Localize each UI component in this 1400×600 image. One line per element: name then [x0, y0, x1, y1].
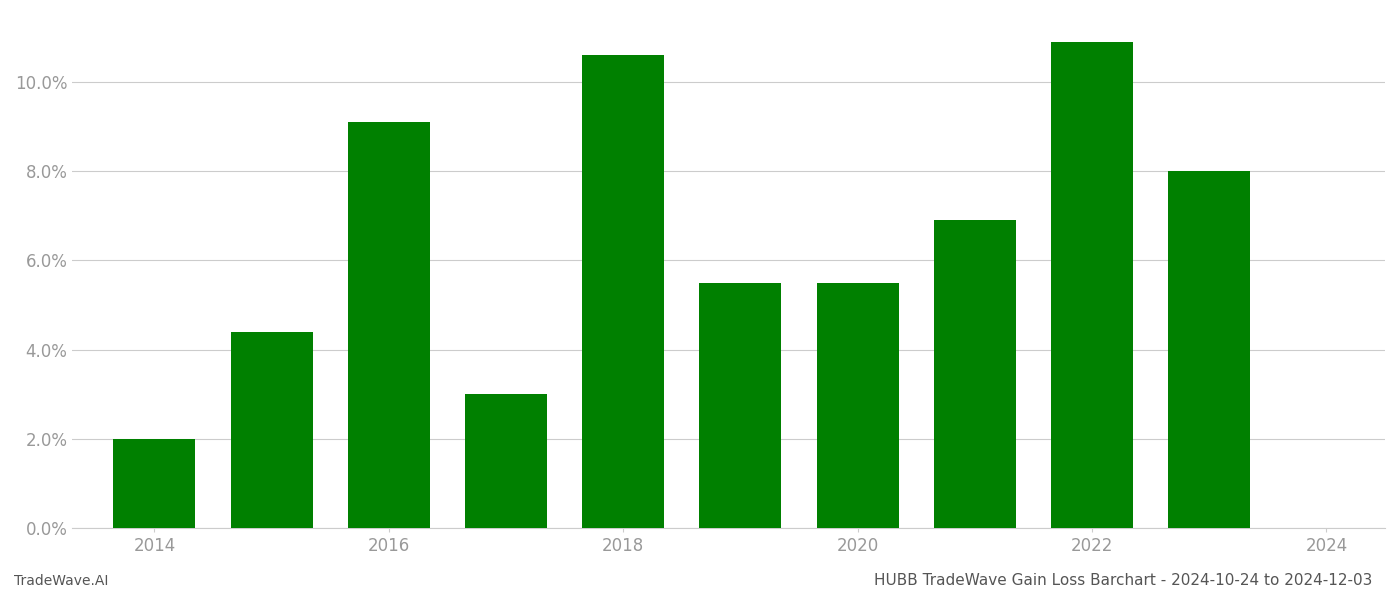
Bar — [231, 332, 312, 528]
Bar — [113, 439, 196, 528]
Bar — [934, 220, 1016, 528]
Bar — [1168, 171, 1250, 528]
Bar — [1051, 42, 1133, 528]
Text: HUBB TradeWave Gain Loss Barchart - 2024-10-24 to 2024-12-03: HUBB TradeWave Gain Loss Barchart - 2024… — [874, 573, 1372, 588]
Bar — [816, 283, 899, 528]
Bar — [582, 55, 664, 528]
Bar — [465, 394, 547, 528]
Bar — [700, 283, 781, 528]
Bar — [347, 122, 430, 528]
Text: TradeWave.AI: TradeWave.AI — [14, 574, 108, 588]
